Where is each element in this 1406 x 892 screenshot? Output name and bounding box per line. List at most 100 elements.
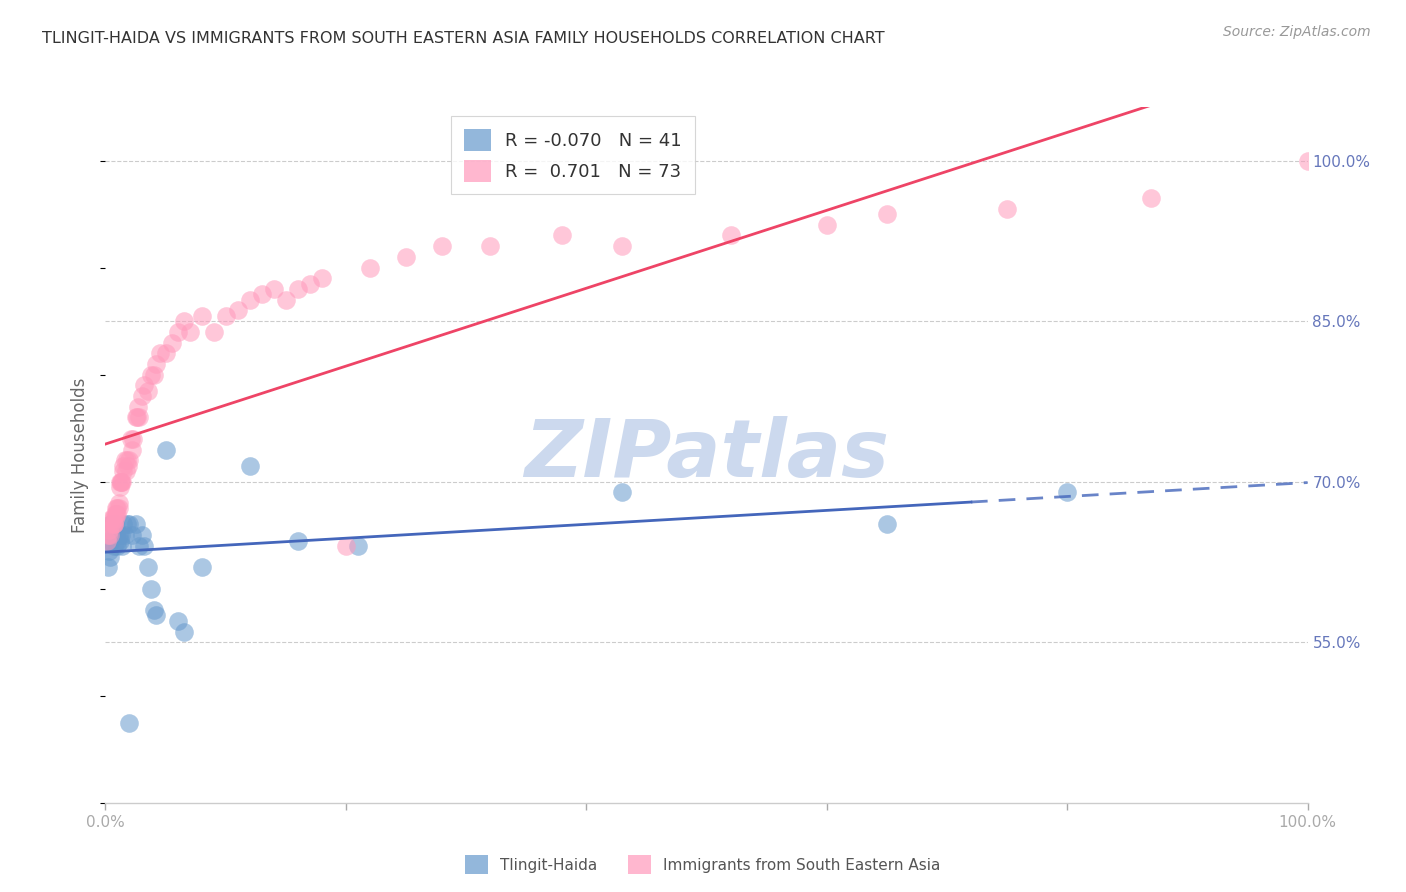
Point [115, 464, 138, 478]
Point [132, 378, 155, 392]
Point [121, 442, 143, 457]
Point [145, 608, 167, 623]
Point [100, 517, 122, 532]
Point [108, 475, 131, 489]
Point [190, 560, 212, 574]
Point [430, 239, 453, 253]
Point [98, 549, 121, 564]
Point [876, 207, 898, 221]
Point [111, 539, 134, 553]
Point [105, 507, 128, 521]
Point [128, 539, 150, 553]
Text: Source: ZipAtlas.com: Source: ZipAtlas.com [1223, 25, 1371, 39]
Point [104, 517, 127, 532]
Point [136, 384, 159, 398]
Point [100, 517, 122, 532]
Point [160, 335, 183, 350]
Point [132, 539, 155, 553]
Point [142, 368, 165, 382]
Point [112, 517, 135, 532]
Point [815, 218, 838, 232]
Point [96, 533, 118, 548]
Point [287, 533, 309, 548]
Point [612, 485, 634, 500]
Point [110, 475, 132, 489]
Point [166, 614, 188, 628]
Point [136, 560, 159, 574]
Point [98, 528, 121, 542]
Point [720, 228, 742, 243]
Point [127, 400, 149, 414]
Legend: Tlingit-Haida, Immigrants from South Eastern Asia: Tlingit-Haida, Immigrants from South Eas… [460, 849, 946, 880]
Point [479, 239, 502, 253]
Point [100, 512, 122, 526]
Point [115, 453, 138, 467]
Point [118, 517, 141, 532]
Point [214, 309, 236, 323]
Point [124, 517, 146, 532]
Point [148, 346, 170, 360]
Point [311, 271, 333, 285]
Point [110, 475, 132, 489]
Point [173, 624, 195, 639]
Point [263, 282, 285, 296]
Point [239, 458, 262, 473]
Point [124, 410, 146, 425]
Point [274, 293, 297, 307]
Point [114, 453, 136, 467]
Point [395, 250, 418, 264]
Point [1296, 153, 1319, 168]
Point [101, 517, 124, 532]
Point [118, 715, 141, 730]
Point [112, 458, 135, 473]
Point [97, 528, 120, 542]
Y-axis label: Family Households: Family Households [72, 377, 90, 533]
Point [117, 458, 139, 473]
Point [96, 533, 118, 548]
Point [347, 539, 370, 553]
Point [139, 582, 162, 596]
Point [107, 539, 129, 553]
Point [155, 442, 177, 457]
Point [876, 517, 898, 532]
Point [612, 239, 634, 253]
Point [114, 528, 136, 542]
Text: TLINGIT-HAIDA VS IMMIGRANTS FROM SOUTH EASTERN ASIA FAMILY HOUSEHOLDS CORRELATIO: TLINGIT-HAIDA VS IMMIGRANTS FROM SOUTH E… [42, 31, 884, 46]
Point [98, 544, 121, 558]
Point [995, 202, 1018, 216]
Point [101, 512, 124, 526]
Point [103, 539, 125, 553]
Point [145, 357, 167, 371]
Point [139, 368, 162, 382]
Point [104, 512, 127, 526]
Point [239, 293, 262, 307]
Point [551, 228, 574, 243]
Point [250, 287, 273, 301]
Point [107, 528, 129, 542]
Point [118, 453, 141, 467]
Text: ZIPatlas: ZIPatlas [524, 416, 889, 494]
Point [107, 501, 129, 516]
Point [110, 528, 132, 542]
Point [108, 480, 131, 494]
Point [121, 528, 143, 542]
Legend: R = -0.070   N = 41, R =  0.701   N = 73: R = -0.070 N = 41, R = 0.701 N = 73 [451, 116, 695, 194]
Point [359, 260, 381, 275]
Point [128, 410, 150, 425]
Point [103, 517, 125, 532]
Point [125, 410, 148, 425]
Point [101, 517, 124, 532]
Point [1140, 191, 1163, 205]
Point [103, 528, 125, 542]
Point [122, 432, 145, 446]
Point [298, 277, 321, 291]
Point [111, 475, 134, 489]
Point [105, 501, 128, 516]
Point [166, 325, 188, 339]
Point [108, 533, 131, 548]
Point [202, 325, 225, 339]
Point [226, 303, 249, 318]
Point [97, 560, 120, 574]
Point [120, 432, 142, 446]
Point [107, 533, 129, 548]
